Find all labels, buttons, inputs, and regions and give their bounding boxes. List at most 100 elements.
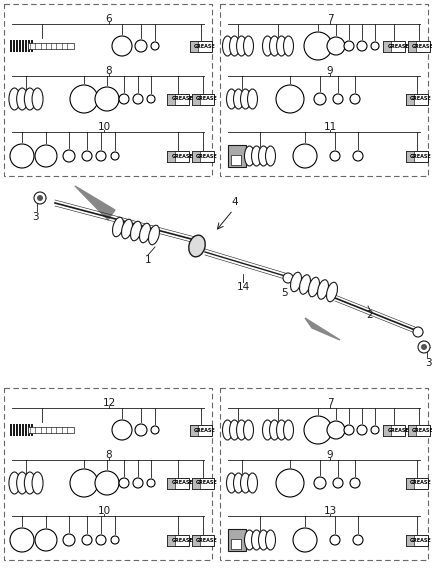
- Circle shape: [35, 145, 57, 167]
- Text: 7: 7: [327, 14, 334, 24]
- Bar: [383, 40, 391, 52]
- Ellipse shape: [226, 89, 236, 109]
- Text: 14: 14: [236, 282, 250, 292]
- Circle shape: [357, 41, 367, 51]
- Bar: [19, 424, 21, 436]
- Text: GREASE: GREASE: [410, 97, 432, 102]
- Bar: [28, 424, 30, 436]
- Text: GREASE: GREASE: [194, 44, 216, 48]
- Bar: [10, 40, 12, 52]
- Circle shape: [96, 535, 106, 545]
- Text: GREASE: GREASE: [387, 428, 409, 432]
- Text: 10: 10: [98, 506, 111, 516]
- Text: 9: 9: [327, 450, 334, 460]
- Circle shape: [63, 534, 75, 546]
- Ellipse shape: [149, 225, 159, 245]
- Ellipse shape: [17, 472, 28, 494]
- Ellipse shape: [189, 235, 205, 257]
- Bar: [190, 40, 212, 52]
- Ellipse shape: [266, 146, 276, 166]
- Bar: [231, 155, 241, 165]
- Ellipse shape: [244, 420, 254, 440]
- Circle shape: [314, 477, 326, 489]
- Text: GREASE: GREASE: [412, 44, 432, 48]
- Ellipse shape: [251, 530, 261, 550]
- Circle shape: [333, 94, 343, 104]
- Ellipse shape: [24, 472, 35, 494]
- Circle shape: [119, 478, 129, 488]
- Text: GREASE: GREASE: [196, 481, 218, 486]
- Circle shape: [283, 273, 293, 283]
- Ellipse shape: [229, 36, 239, 56]
- Ellipse shape: [245, 146, 254, 166]
- Bar: [220, 4, 428, 176]
- Bar: [408, 424, 430, 436]
- Text: 8: 8: [106, 450, 112, 460]
- Bar: [406, 478, 428, 488]
- Ellipse shape: [318, 280, 328, 299]
- Ellipse shape: [258, 146, 269, 166]
- Bar: [22, 40, 24, 52]
- Circle shape: [314, 93, 326, 105]
- Circle shape: [70, 85, 98, 113]
- Text: 2: 2: [367, 310, 373, 320]
- Bar: [25, 424, 27, 436]
- Circle shape: [371, 426, 379, 434]
- Circle shape: [82, 535, 92, 545]
- Ellipse shape: [276, 420, 286, 440]
- Circle shape: [276, 85, 304, 113]
- Bar: [228, 529, 246, 551]
- Text: 4: 4: [232, 197, 238, 207]
- Circle shape: [135, 424, 147, 436]
- Ellipse shape: [241, 473, 251, 493]
- Ellipse shape: [236, 36, 247, 56]
- Text: GREASE: GREASE: [171, 481, 193, 486]
- Circle shape: [10, 528, 34, 552]
- Bar: [22, 424, 24, 436]
- Ellipse shape: [241, 89, 251, 109]
- Circle shape: [276, 469, 304, 497]
- Bar: [25, 40, 27, 52]
- Bar: [190, 40, 198, 52]
- Text: 3: 3: [32, 212, 38, 222]
- Bar: [4, 388, 212, 560]
- Ellipse shape: [121, 219, 133, 239]
- Ellipse shape: [263, 420, 273, 440]
- Ellipse shape: [244, 36, 254, 56]
- Bar: [192, 94, 214, 105]
- Ellipse shape: [9, 472, 20, 494]
- Bar: [192, 534, 214, 545]
- Circle shape: [10, 144, 34, 168]
- Text: 9: 9: [327, 66, 334, 76]
- Bar: [10, 424, 12, 436]
- Text: GREASE: GREASE: [196, 97, 218, 102]
- Text: 1: 1: [145, 255, 151, 265]
- Text: GREASE: GREASE: [171, 153, 193, 158]
- Bar: [19, 40, 21, 52]
- Bar: [406, 151, 428, 161]
- Ellipse shape: [327, 282, 337, 302]
- Bar: [192, 151, 214, 161]
- Circle shape: [418, 341, 430, 353]
- Ellipse shape: [130, 222, 141, 241]
- Ellipse shape: [24, 88, 35, 110]
- Circle shape: [353, 535, 363, 545]
- Bar: [190, 424, 198, 436]
- Bar: [167, 151, 175, 161]
- Circle shape: [413, 327, 423, 337]
- Ellipse shape: [276, 36, 286, 56]
- Ellipse shape: [236, 420, 247, 440]
- Circle shape: [112, 420, 132, 440]
- Bar: [192, 94, 200, 105]
- Bar: [167, 94, 189, 105]
- Ellipse shape: [251, 146, 261, 166]
- Circle shape: [330, 535, 340, 545]
- Bar: [192, 151, 200, 161]
- Bar: [192, 534, 200, 545]
- Text: 6: 6: [106, 14, 112, 24]
- Bar: [383, 424, 405, 436]
- Ellipse shape: [9, 88, 20, 110]
- Ellipse shape: [32, 88, 43, 110]
- Circle shape: [111, 536, 119, 544]
- Circle shape: [293, 144, 317, 168]
